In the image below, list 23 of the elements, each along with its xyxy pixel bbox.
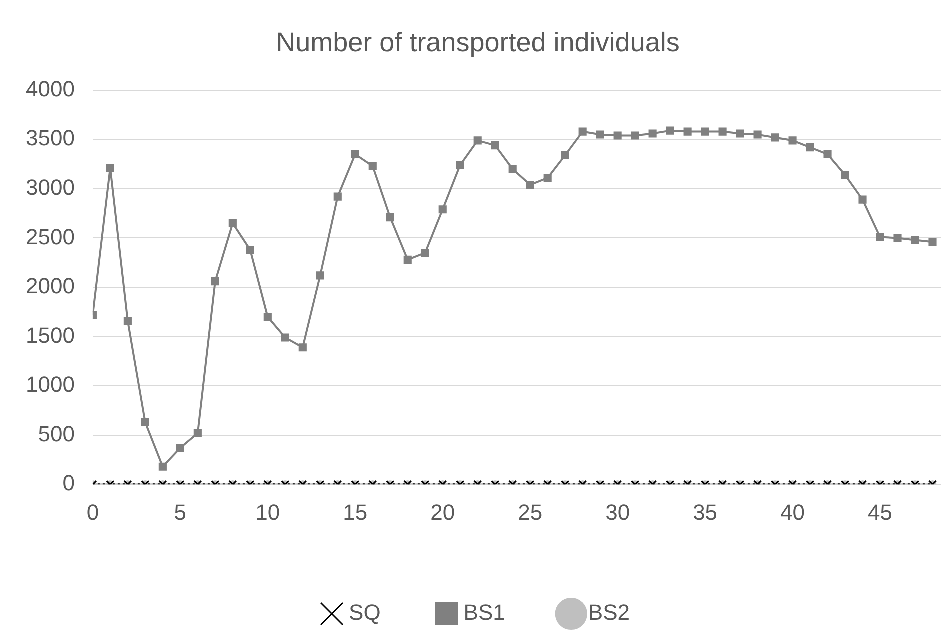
x-tick-label: 10 [256, 500, 280, 525]
x-tick-label: 30 [606, 500, 630, 525]
x-tick-label: 25 [518, 500, 543, 525]
legend-label: BS2 [588, 600, 630, 626]
x-tick-label: 5 [174, 500, 187, 525]
y-tick-label: 500 [38, 421, 75, 446]
y-tick-label: 1500 [26, 322, 75, 348]
y-tick-label: 4000 [26, 76, 75, 102]
y-tick-label: 2000 [26, 274, 75, 299]
y-tick-label: 0 [62, 470, 75, 496]
chart-title: Number of transported individuals [276, 28, 680, 58]
x-tick-label: 20 [430, 500, 456, 525]
x-tick-label: 35 [693, 500, 718, 525]
y-tick-label: 1000 [26, 372, 75, 398]
x-tick-label: 15 [343, 500, 368, 525]
y-tick-label: 2500 [26, 224, 75, 250]
legend-label: SQ [349, 600, 381, 626]
x-tick-label: 45 [868, 500, 893, 525]
y-tick-label: 3500 [26, 126, 75, 151]
legend-label: BS1 [464, 600, 506, 626]
x-tick-label: 40 [780, 500, 806, 525]
x-tick-label: 0 [86, 500, 100, 525]
y-tick-label: 3000 [26, 175, 75, 200]
